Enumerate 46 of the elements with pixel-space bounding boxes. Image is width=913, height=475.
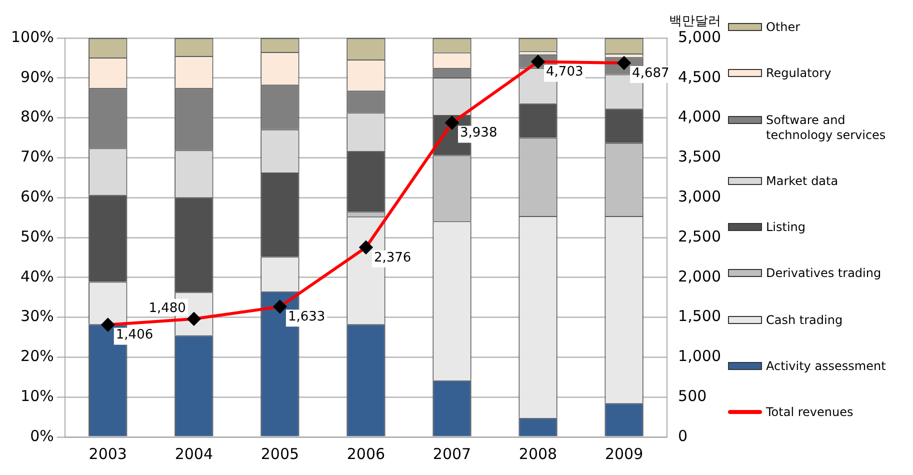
x-tick-label: 2007 — [432, 444, 472, 463]
y2-tick-label: 2,500 — [678, 227, 722, 246]
x-tick-label: 2004 — [174, 444, 214, 463]
legend-label: Total revenues — [766, 405, 854, 420]
y-tick-label: 100% — [10, 28, 54, 46]
y2-tick-label: 5,000 — [678, 28, 722, 46]
y-tick-label: 10% — [20, 386, 54, 405]
y2-axis-title: 백만달러 — [669, 14, 722, 29]
y2-tick-label: 500 — [678, 386, 707, 405]
legend-label: Other — [766, 20, 800, 35]
data-label: 1,406 — [116, 328, 154, 343]
data-label: 1,480 — [148, 300, 186, 316]
y-tick-label: 90% — [20, 68, 54, 86]
x-tick-label: 2005 — [260, 444, 300, 463]
y2-tick-label: 3,000 — [678, 187, 722, 206]
y2-tick-label: 0 — [678, 426, 688, 445]
y-tick-label: 30% — [20, 307, 54, 326]
y-tick-label: 40% — [20, 267, 54, 286]
y-tick-label: 70% — [20, 148, 54, 166]
legend-label: Regulatory — [766, 66, 832, 82]
legend-label: Software and technology services — [766, 112, 887, 142]
y2-tick-label: 1,000 — [678, 347, 722, 366]
y-tick-label: 50% — [20, 227, 54, 246]
legend-label: Listing — [766, 220, 806, 235]
data-label: 4,687 — [632, 66, 670, 81]
x-tick-label: 2006 — [346, 444, 386, 463]
y2-tick-label: 4,500 — [678, 68, 722, 86]
y2-tick-label: 4,000 — [678, 108, 722, 126]
data-label: 1,633 — [288, 310, 326, 325]
y-tick-label: 80% — [20, 108, 54, 126]
y2-tick-label: 1,500 — [678, 307, 722, 326]
data-label: 4,703 — [546, 64, 584, 80]
legend-label: Market data — [766, 174, 838, 189]
y2-tick-label: 3,500 — [678, 148, 722, 166]
data-label: 3,938 — [460, 126, 498, 141]
y-tick-label: 0% — [30, 426, 54, 445]
x-tick-label: 2009 — [604, 444, 644, 463]
legend-label: Cash trading — [766, 312, 843, 328]
y-tick-label: 20% — [20, 347, 54, 366]
legend-label: Derivatives trading — [766, 266, 882, 282]
x-tick-label: 2003 — [88, 444, 127, 463]
legend-label: Activity assessment — [766, 358, 886, 374]
y-tick-label: 60% — [20, 187, 54, 206]
y2-tick-label: 2,000 — [678, 267, 722, 286]
data-label: 2,376 — [374, 250, 412, 266]
x-tick-label: 2008 — [518, 444, 558, 463]
